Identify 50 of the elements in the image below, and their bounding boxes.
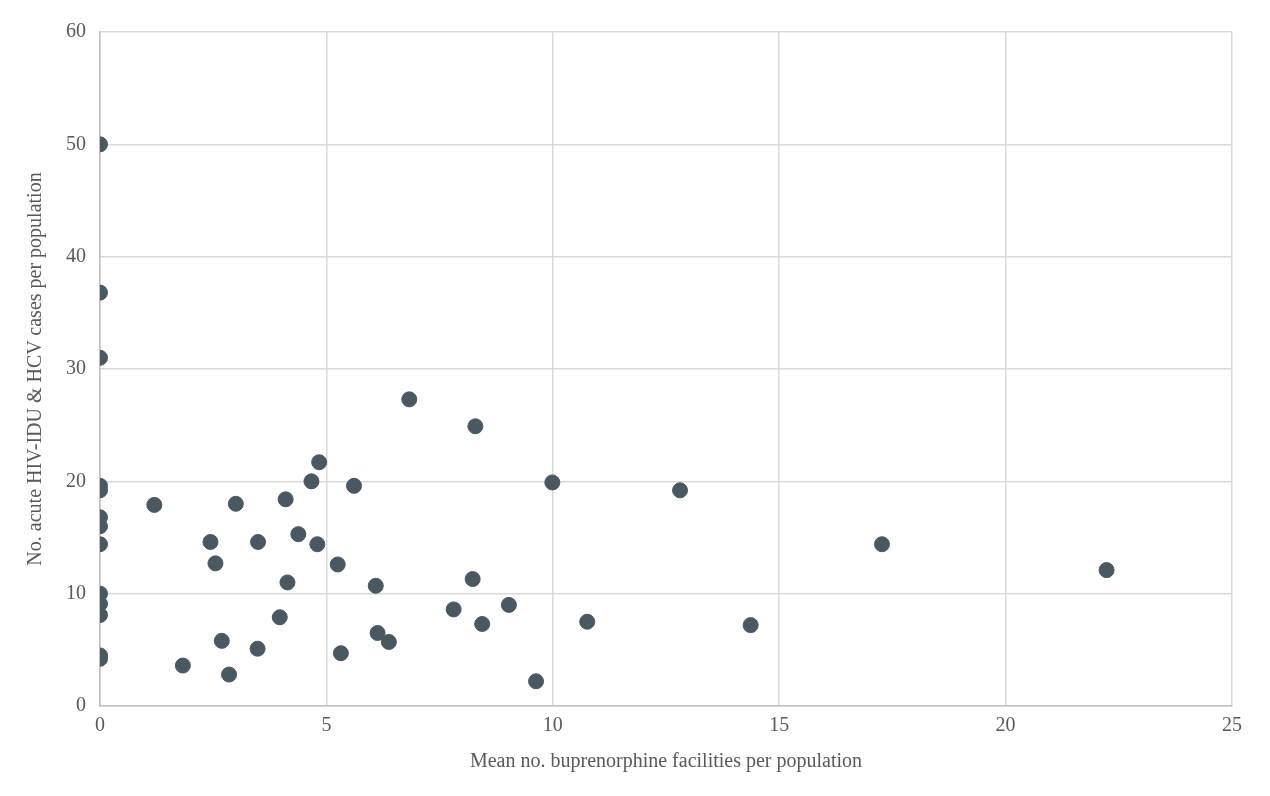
point [311,454,328,471]
point [544,474,561,491]
point [332,645,349,662]
point [207,555,224,572]
point [303,473,320,490]
x-tick-label: 0 [95,713,105,736]
point [250,533,267,550]
point [445,601,462,618]
point [742,617,759,634]
x-tick-label: 25 [1222,713,1242,736]
point [213,632,230,649]
y-tick-label: 10 [66,580,86,603]
x-tick-label: 20 [995,713,1016,736]
y-tick-label: 60 [66,19,86,42]
point [271,609,288,626]
point [277,491,294,508]
point [380,633,397,650]
point [873,536,890,553]
point [528,673,545,690]
point [1098,562,1115,579]
point [329,556,346,573]
point [474,616,491,632]
point [221,666,238,683]
point [579,613,596,630]
x-tick-label: 10 [542,713,563,736]
point [202,533,219,550]
point [369,624,386,641]
point [174,657,191,674]
point [467,418,484,435]
point [279,574,296,591]
point [500,596,517,613]
point [249,640,266,657]
y-tick-label: 30 [66,356,86,379]
x-tick-label: 15 [769,713,790,736]
point [309,536,326,553]
y-tick-label: 50 [66,131,86,154]
point [146,496,163,513]
y-axis-title: No. acute HIV-IDU & HCV cases per population [23,172,47,566]
point [227,495,244,512]
point [367,577,384,594]
point [290,526,307,543]
y-tick-label: 0 [76,693,86,716]
point [464,571,481,588]
point [401,391,418,408]
y-tick-label: 40 [66,243,86,266]
y-tick-label: 20 [66,468,86,491]
x-axis-title: Mean no. buprenorphine facilities per population [469,749,863,773]
x-tick-label: 5 [321,713,332,736]
point [346,477,363,494]
point [672,482,689,499]
